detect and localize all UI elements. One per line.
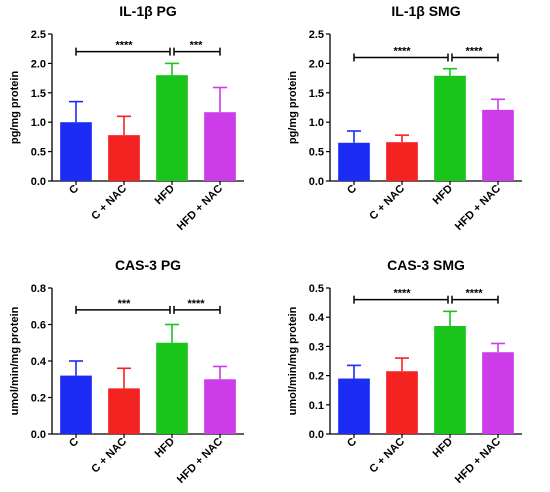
chart-panel-1: IL-1β PG pg/mg protein 0.0 0.5 1.0 1.5 2.0 2.5 C… [9,3,244,233]
y-tick-label: 0.3 [309,341,324,353]
y-tick-label: 0.5 [31,147,46,159]
y-tick-label: 0.0 [309,176,324,188]
bar-4 [482,352,514,434]
y-axis-label: umol/min/mg protein [287,306,299,415]
y-tick-label: 0.2 [309,371,324,383]
category-label: HFD [431,183,456,208]
category-label: HFD + NAC [453,183,503,233]
category-label: HFD [153,183,178,208]
y-tick-label: 0.1 [309,400,324,412]
category-label: C [67,183,81,197]
chart-panel-2: IL-1β SMG pg/mg protein 0.0 0.5 1.0 1.5 2.0 2.5… [287,3,522,233]
bar-3 [434,325,466,434]
bar-4 [204,379,236,434]
chart-panel-3: CAS-3 PG umol/min/mg protein 0.0 0.2 0.4 0.6 0… [9,257,244,486]
y-axis-label: pg/mg protein [287,71,299,145]
category-label: C + NAC [367,436,407,476]
y-tick-label: 1.0 [31,117,46,129]
significance-label-2: **** [465,46,483,58]
bar-1 [338,142,370,181]
bar-3 [156,75,188,181]
y-tick-label: 0.4 [31,356,47,368]
y-axis-label: pg/mg protein [9,71,21,145]
bar-2 [108,388,140,434]
chart-title: CAS-3 PG [115,257,181,273]
significance-label-2: **** [465,288,483,300]
category-label: C + NAC [89,183,129,223]
y-tick-label: 0.8 [31,283,46,295]
bar-2 [108,135,140,181]
y-tick-label: 0.0 [31,429,46,441]
significance-label-1: **** [393,288,411,300]
y-tick-label: 2.0 [31,58,46,70]
y-tick-label: 2.5 [309,29,324,41]
category-label: C + NAC [89,436,129,476]
category-label: C [345,183,359,197]
y-tick-label: 2.5 [31,29,46,41]
significance-label-1: *** [118,298,132,310]
chart-title: CAS-3 SMG [387,257,465,273]
category-label: HFD + NAC [175,183,225,233]
y-tick-label: 0.2 [31,393,46,405]
y-tick-label: 0.0 [31,176,46,188]
y-tick-label: 0.4 [309,312,325,324]
category-label: HFD [431,436,456,461]
y-tick-label: 2.0 [309,58,324,70]
category-label: HFD + NAC [175,436,225,486]
category-label: C [345,436,359,450]
y-tick-label: 0.0 [309,429,324,441]
y-tick-label: 0.6 [31,320,46,332]
significance-label-1: **** [393,46,411,58]
bar-2 [386,142,418,181]
chart-title: IL-1β PG [119,3,177,19]
significance-label-2: *** [190,40,204,52]
bar-1 [60,122,92,181]
chart-title: IL-1β SMG [391,3,460,19]
y-axis-label: umol/min/mg protein [9,306,21,415]
y-tick-label: 0.5 [309,283,324,295]
bar-3 [156,342,188,434]
category-label: C [67,436,81,450]
bar-4 [204,112,236,181]
chart-panel-4: CAS-3 SMG umol/min/mg protein 0.0 0.1 0.2 0.3… [287,257,522,486]
y-tick-label: 1.5 [309,88,324,100]
bar-4 [482,109,514,181]
bar-3 [434,75,466,181]
significance-label-1: **** [115,40,133,52]
bar-2 [386,371,418,434]
significance-label-2: **** [187,298,205,310]
bar-1 [60,375,92,434]
y-tick-label: 1.0 [309,117,324,129]
y-tick-label: 1.5 [31,88,46,100]
category-label: HFD + NAC [453,436,503,486]
category-label: C + NAC [367,183,407,223]
bar-1 [338,378,370,434]
y-tick-label: 0.5 [309,147,324,159]
category-label: HFD [153,436,178,461]
